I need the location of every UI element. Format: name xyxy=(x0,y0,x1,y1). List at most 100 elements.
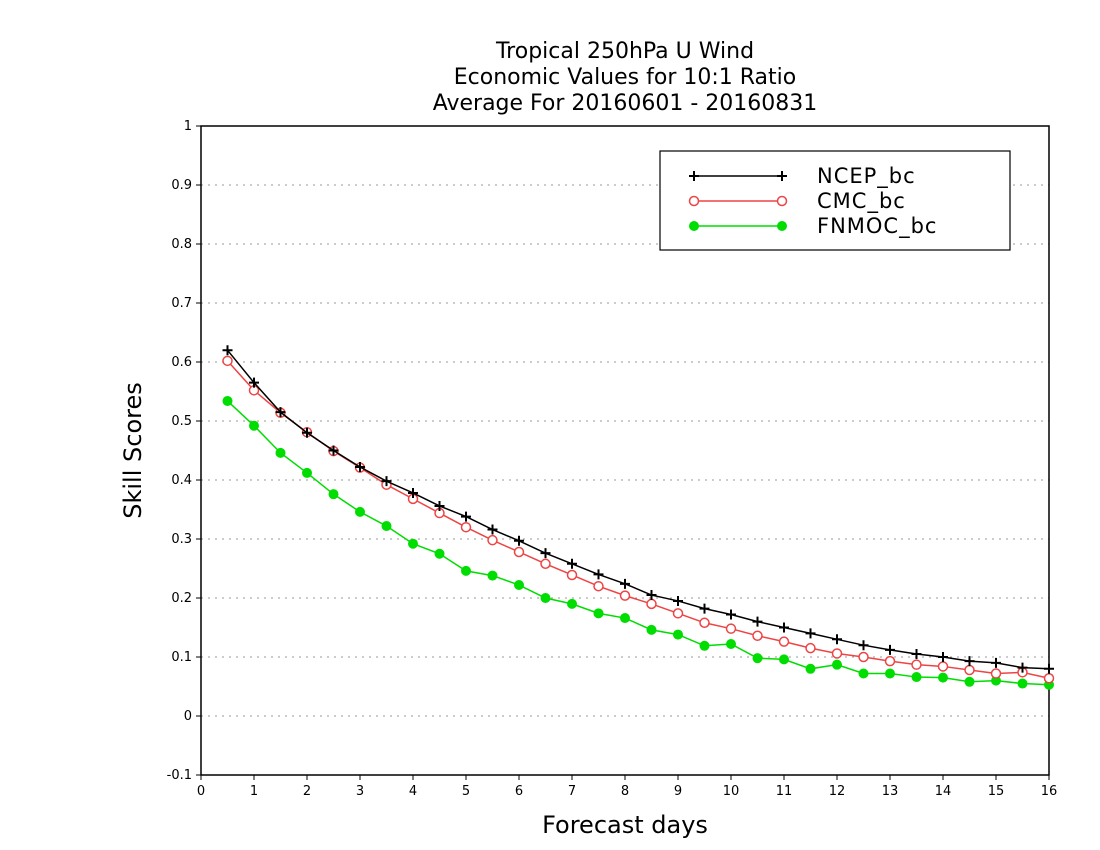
x-tick-label: 8 xyxy=(621,784,629,799)
data-point xyxy=(752,653,763,664)
data-point xyxy=(593,580,604,592)
x-tick-label: 0 xyxy=(197,784,205,799)
x-tick-label: 9 xyxy=(674,784,682,799)
data-point xyxy=(689,221,699,231)
data-point xyxy=(540,593,551,603)
data-point xyxy=(964,664,975,676)
series-line xyxy=(226,400,1050,686)
data-point xyxy=(222,395,233,406)
data-point xyxy=(302,427,312,438)
y-tick-label: 0.2 xyxy=(171,591,192,606)
x-axis-label: Forecast days xyxy=(542,811,708,839)
data-point xyxy=(302,467,312,478)
y-tick-label: 0.4 xyxy=(171,473,192,488)
x-tick-label: 5 xyxy=(462,784,470,799)
x-tick-label: 12 xyxy=(829,784,846,799)
data-point xyxy=(249,377,259,388)
data-point xyxy=(620,578,630,589)
data-point xyxy=(646,624,657,635)
data-point xyxy=(779,654,789,665)
data-point xyxy=(937,661,949,672)
data-point xyxy=(673,629,683,640)
data-point xyxy=(487,524,498,535)
data-point xyxy=(487,534,498,546)
legend-label: FNMOC_bc xyxy=(817,214,937,239)
series-ncep-bc xyxy=(222,345,1054,674)
data-point xyxy=(964,656,975,667)
x-tick-label: 2 xyxy=(303,784,311,799)
y-tick-label: 0.1 xyxy=(171,650,192,665)
data-point xyxy=(858,651,869,663)
x-tick-label: 16 xyxy=(1041,784,1058,799)
data-point xyxy=(938,672,948,683)
series-line xyxy=(226,360,1050,679)
data-point xyxy=(858,640,869,651)
data-point xyxy=(805,663,816,674)
data-point xyxy=(620,613,630,624)
grid-lines xyxy=(201,184,1049,717)
y-tick-label: 0.3 xyxy=(171,532,192,547)
data-point xyxy=(991,657,1001,668)
y-tick-label: 0.6 xyxy=(171,355,192,370)
data-point xyxy=(805,642,816,654)
data-point xyxy=(777,171,787,181)
title-line: Economic Values for 10:1 Ratio xyxy=(454,65,796,90)
y-tick-label: -0.1 xyxy=(167,768,192,783)
data-point xyxy=(513,546,525,558)
data-point xyxy=(673,595,683,606)
data-point xyxy=(832,659,842,670)
y-tick-label: 0.8 xyxy=(171,237,192,252)
data-point xyxy=(540,548,551,559)
x-tick-label: 14 xyxy=(935,784,952,799)
data-point xyxy=(779,622,789,633)
title-line: Average For 20160601 - 20160831 xyxy=(433,91,818,116)
data-point xyxy=(540,558,551,570)
x-tick-label: 3 xyxy=(356,784,364,799)
data-point xyxy=(1017,662,1028,673)
data-point xyxy=(911,659,922,670)
data-point xyxy=(434,548,445,559)
data-point xyxy=(408,487,418,498)
data-point xyxy=(725,623,737,634)
data-point xyxy=(434,500,445,511)
data-point xyxy=(619,590,631,601)
data-point xyxy=(593,608,604,619)
data-point xyxy=(514,580,524,591)
y-tick-label: 0.7 xyxy=(171,296,192,311)
axes: -0.100.10.20.30.40.50.60.70.80.910 1 2 3 4 5 6… xyxy=(119,119,1057,839)
data-point xyxy=(514,535,524,546)
data-point xyxy=(249,420,259,431)
data-point xyxy=(778,636,790,647)
data-point xyxy=(381,476,392,487)
data-point xyxy=(646,598,657,610)
data-point xyxy=(567,558,577,569)
data-point xyxy=(408,538,418,549)
y-tick-label: 0.5 xyxy=(171,414,192,429)
data-point xyxy=(726,609,736,620)
series-fnmoc-bc xyxy=(222,395,1054,690)
data-point xyxy=(964,676,975,687)
data-point xyxy=(593,569,604,580)
x-tick-label: 6 xyxy=(515,784,523,799)
x-tick-label: 13 xyxy=(882,784,899,799)
data-point xyxy=(275,407,286,418)
data-point xyxy=(328,445,339,456)
x-tick-label: 15 xyxy=(988,784,1005,799)
data-point xyxy=(831,648,843,659)
data-point xyxy=(328,489,339,500)
data-point xyxy=(1043,672,1055,684)
data-point xyxy=(1044,663,1054,674)
data-point xyxy=(567,598,577,609)
data-point xyxy=(461,565,471,576)
data-point xyxy=(777,221,787,231)
data-point xyxy=(672,608,684,619)
x-tick-label: 10 xyxy=(723,784,740,799)
y-tick-label: 0 xyxy=(184,709,192,724)
data-point xyxy=(805,628,816,639)
data-point xyxy=(726,639,736,650)
data-point xyxy=(461,511,471,522)
y-axis-label: Skill Scores xyxy=(119,382,147,519)
